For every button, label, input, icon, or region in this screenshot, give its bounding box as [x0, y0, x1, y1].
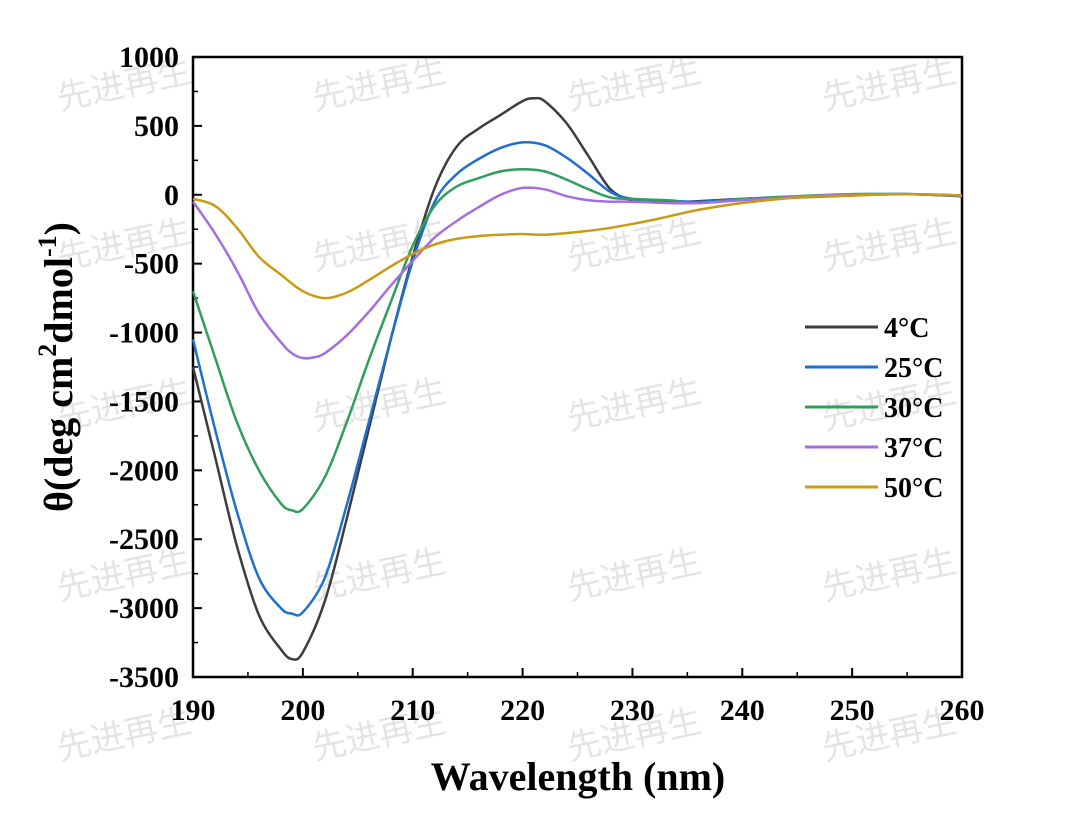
series-line-3 — [191, 168, 963, 514]
watermark-text: 先进再生 — [564, 371, 705, 438]
y-tick-label: -2000 — [109, 454, 179, 487]
y-tick-label: -2500 — [109, 523, 179, 556]
watermark-text: 先进再生 — [309, 541, 450, 608]
series-layer — [191, 96, 963, 661]
x-tick-label: 190 — [171, 694, 216, 727]
x-tick-label: 250 — [830, 694, 875, 727]
watermark-text: 先进再生 — [564, 211, 705, 278]
legend-label: 30°C — [884, 393, 943, 424]
x-axis-title: Wavelength (nm) — [431, 754, 725, 799]
y-tick-label: -3000 — [109, 592, 179, 625]
series-line-4 — [191, 186, 963, 360]
y-tick-label: 500 — [134, 110, 179, 143]
y-axis-title-main: θ(deg cm — [36, 357, 81, 512]
watermark-text: 先进再生 — [819, 541, 960, 608]
y-axis: 1000 500 0 -500 -1000 -1500 -2000 -2500 -3000 -35… — [109, 41, 202, 694]
y-tick-label: -1000 — [109, 317, 179, 350]
series-line-5 — [192, 192, 963, 300]
y-tick-label: -1500 — [109, 385, 179, 418]
legend-label: 50°C — [884, 473, 943, 504]
x-tick-label: 210 — [390, 694, 435, 727]
x-tick-label: 260 — [940, 694, 985, 727]
y-tick-label: -500 — [124, 248, 179, 281]
y-axis-title-sup2: -1 — [33, 235, 62, 257]
watermark-text: 先进再生 — [564, 51, 705, 118]
x-tick-label: 220 — [500, 694, 545, 727]
series-line-2 — [191, 141, 963, 617]
x-tick-label: 200 — [280, 694, 325, 727]
x-tick-label: 230 — [610, 694, 655, 727]
y-axis-title-end: ) — [36, 222, 81, 235]
y-tick-label: 1000 — [119, 41, 179, 74]
watermark-text: 先进再生 — [309, 51, 450, 118]
y-axis-title: θ(deg cm2dmol-1) — [33, 222, 81, 512]
legend-label: 37°C — [884, 433, 943, 464]
y-axis-title-sup1: 2 — [33, 344, 62, 357]
x-tick-label: 240 — [720, 694, 765, 727]
legend-label: 25°C — [884, 353, 943, 384]
watermark-text: 先进再生 — [819, 51, 960, 118]
y-axis-title-mid: dmol — [36, 257, 81, 344]
watermark-text: 先进再生 — [564, 541, 705, 608]
y-tick-label: -3500 — [109, 661, 179, 694]
legend-label: 4°C — [884, 313, 929, 344]
watermark-text: 先进再生 — [819, 211, 960, 278]
legend: 4°C 25°C 30°C 37°C 50°C — [805, 313, 943, 504]
x-axis: 190 200 210 220 230 240 250 260 — [171, 668, 985, 727]
y-tick-label: 0 — [164, 179, 179, 212]
